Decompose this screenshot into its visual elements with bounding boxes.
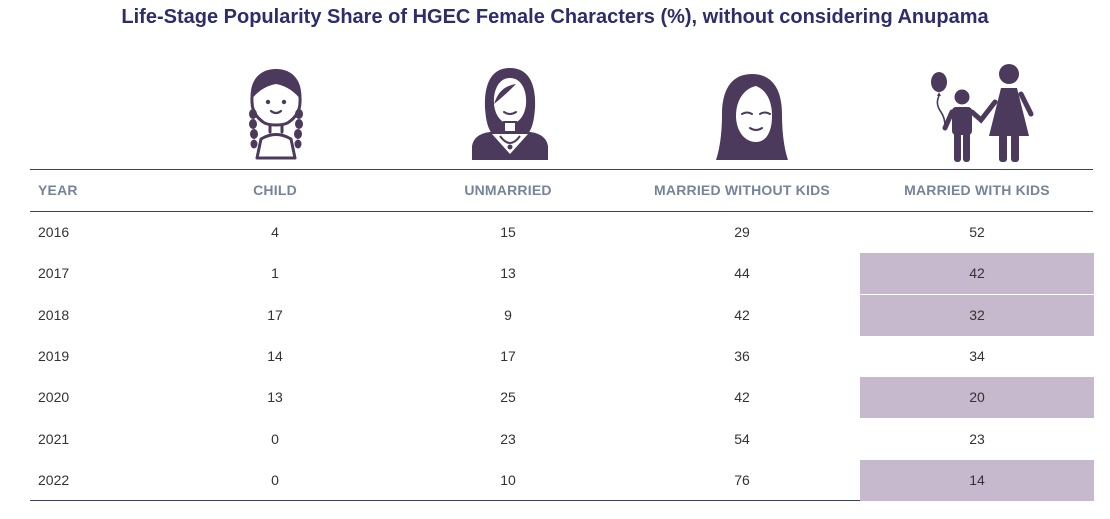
column-header-child: CHILD	[253, 182, 297, 198]
cell-married-without-kids-2017: 44	[734, 265, 750, 281]
cell-child-2021: 0	[271, 431, 279, 447]
young-woman-icon	[472, 68, 548, 160]
chart-title: Life-Stage Popularity Share of HGEC Fema…	[121, 6, 989, 28]
row-year-2019: 2019	[38, 348, 70, 364]
cell-child-2022: 0	[271, 472, 279, 488]
long-hair-woman-icon	[716, 74, 788, 160]
cell-married-without-kids-2022: 76	[734, 472, 750, 488]
row-year-2018: 2018	[38, 307, 70, 323]
row-year-2021: 2021	[38, 431, 70, 447]
table-top-rule	[30, 169, 1093, 170]
cell-married-with-kids-2022: 14	[860, 460, 1094, 501]
girl-with-braids-icon	[249, 69, 303, 160]
cell-married-with-kids-2019: 34	[969, 348, 985, 364]
row-year-2016: 2016	[38, 224, 70, 240]
table-bottom-rule	[30, 500, 1093, 501]
cell-married-without-kids-2021: 54	[734, 431, 750, 447]
cell-unmarried-2017: 13	[500, 265, 516, 281]
cell-unmarried-2016: 15	[500, 224, 516, 240]
cell-child-2017: 1	[271, 265, 279, 281]
column-header-married-with-kids: MARRIED WITH KIDS	[904, 182, 1050, 198]
cell-married-without-kids-2019: 36	[734, 348, 750, 364]
column-header-year: YEAR	[38, 182, 78, 198]
cell-married-with-kids-2017: 42	[860, 253, 1094, 294]
cell-child-2020: 13	[267, 389, 283, 405]
column-header-unmarried: UNMARRIED	[464, 182, 552, 198]
header-bottom-rule	[30, 211, 1093, 212]
cell-married-without-kids-2016: 29	[734, 224, 750, 240]
cell-married-without-kids-2018: 42	[734, 307, 750, 323]
row-year-2020: 2020	[38, 389, 70, 405]
cell-unmarried-2019: 17	[500, 348, 516, 364]
cell-married-with-kids-2021: 23	[969, 431, 985, 447]
row-year-2017: 2017	[38, 265, 70, 281]
cell-unmarried-2018: 9	[504, 307, 512, 323]
cell-married-with-kids-2018: 32	[860, 295, 1094, 336]
cell-married-with-kids-2020: 20	[860, 377, 1094, 418]
cell-child-2018: 17	[267, 307, 283, 323]
cell-married-with-kids-2016: 52	[969, 224, 985, 240]
column-header-married-without-kids: MARRIED WITHOUT KIDS	[654, 182, 830, 198]
cell-unmarried-2022: 10	[500, 472, 516, 488]
cell-married-without-kids-2020: 42	[734, 389, 750, 405]
row-year-2022: 2022	[38, 472, 70, 488]
parent-and-child-with-balloon-icon	[931, 64, 1034, 162]
cell-child-2016: 4	[271, 224, 279, 240]
cell-unmarried-2021: 23	[500, 431, 516, 447]
cell-child-2019: 14	[267, 348, 283, 364]
cell-unmarried-2020: 25	[500, 389, 516, 405]
